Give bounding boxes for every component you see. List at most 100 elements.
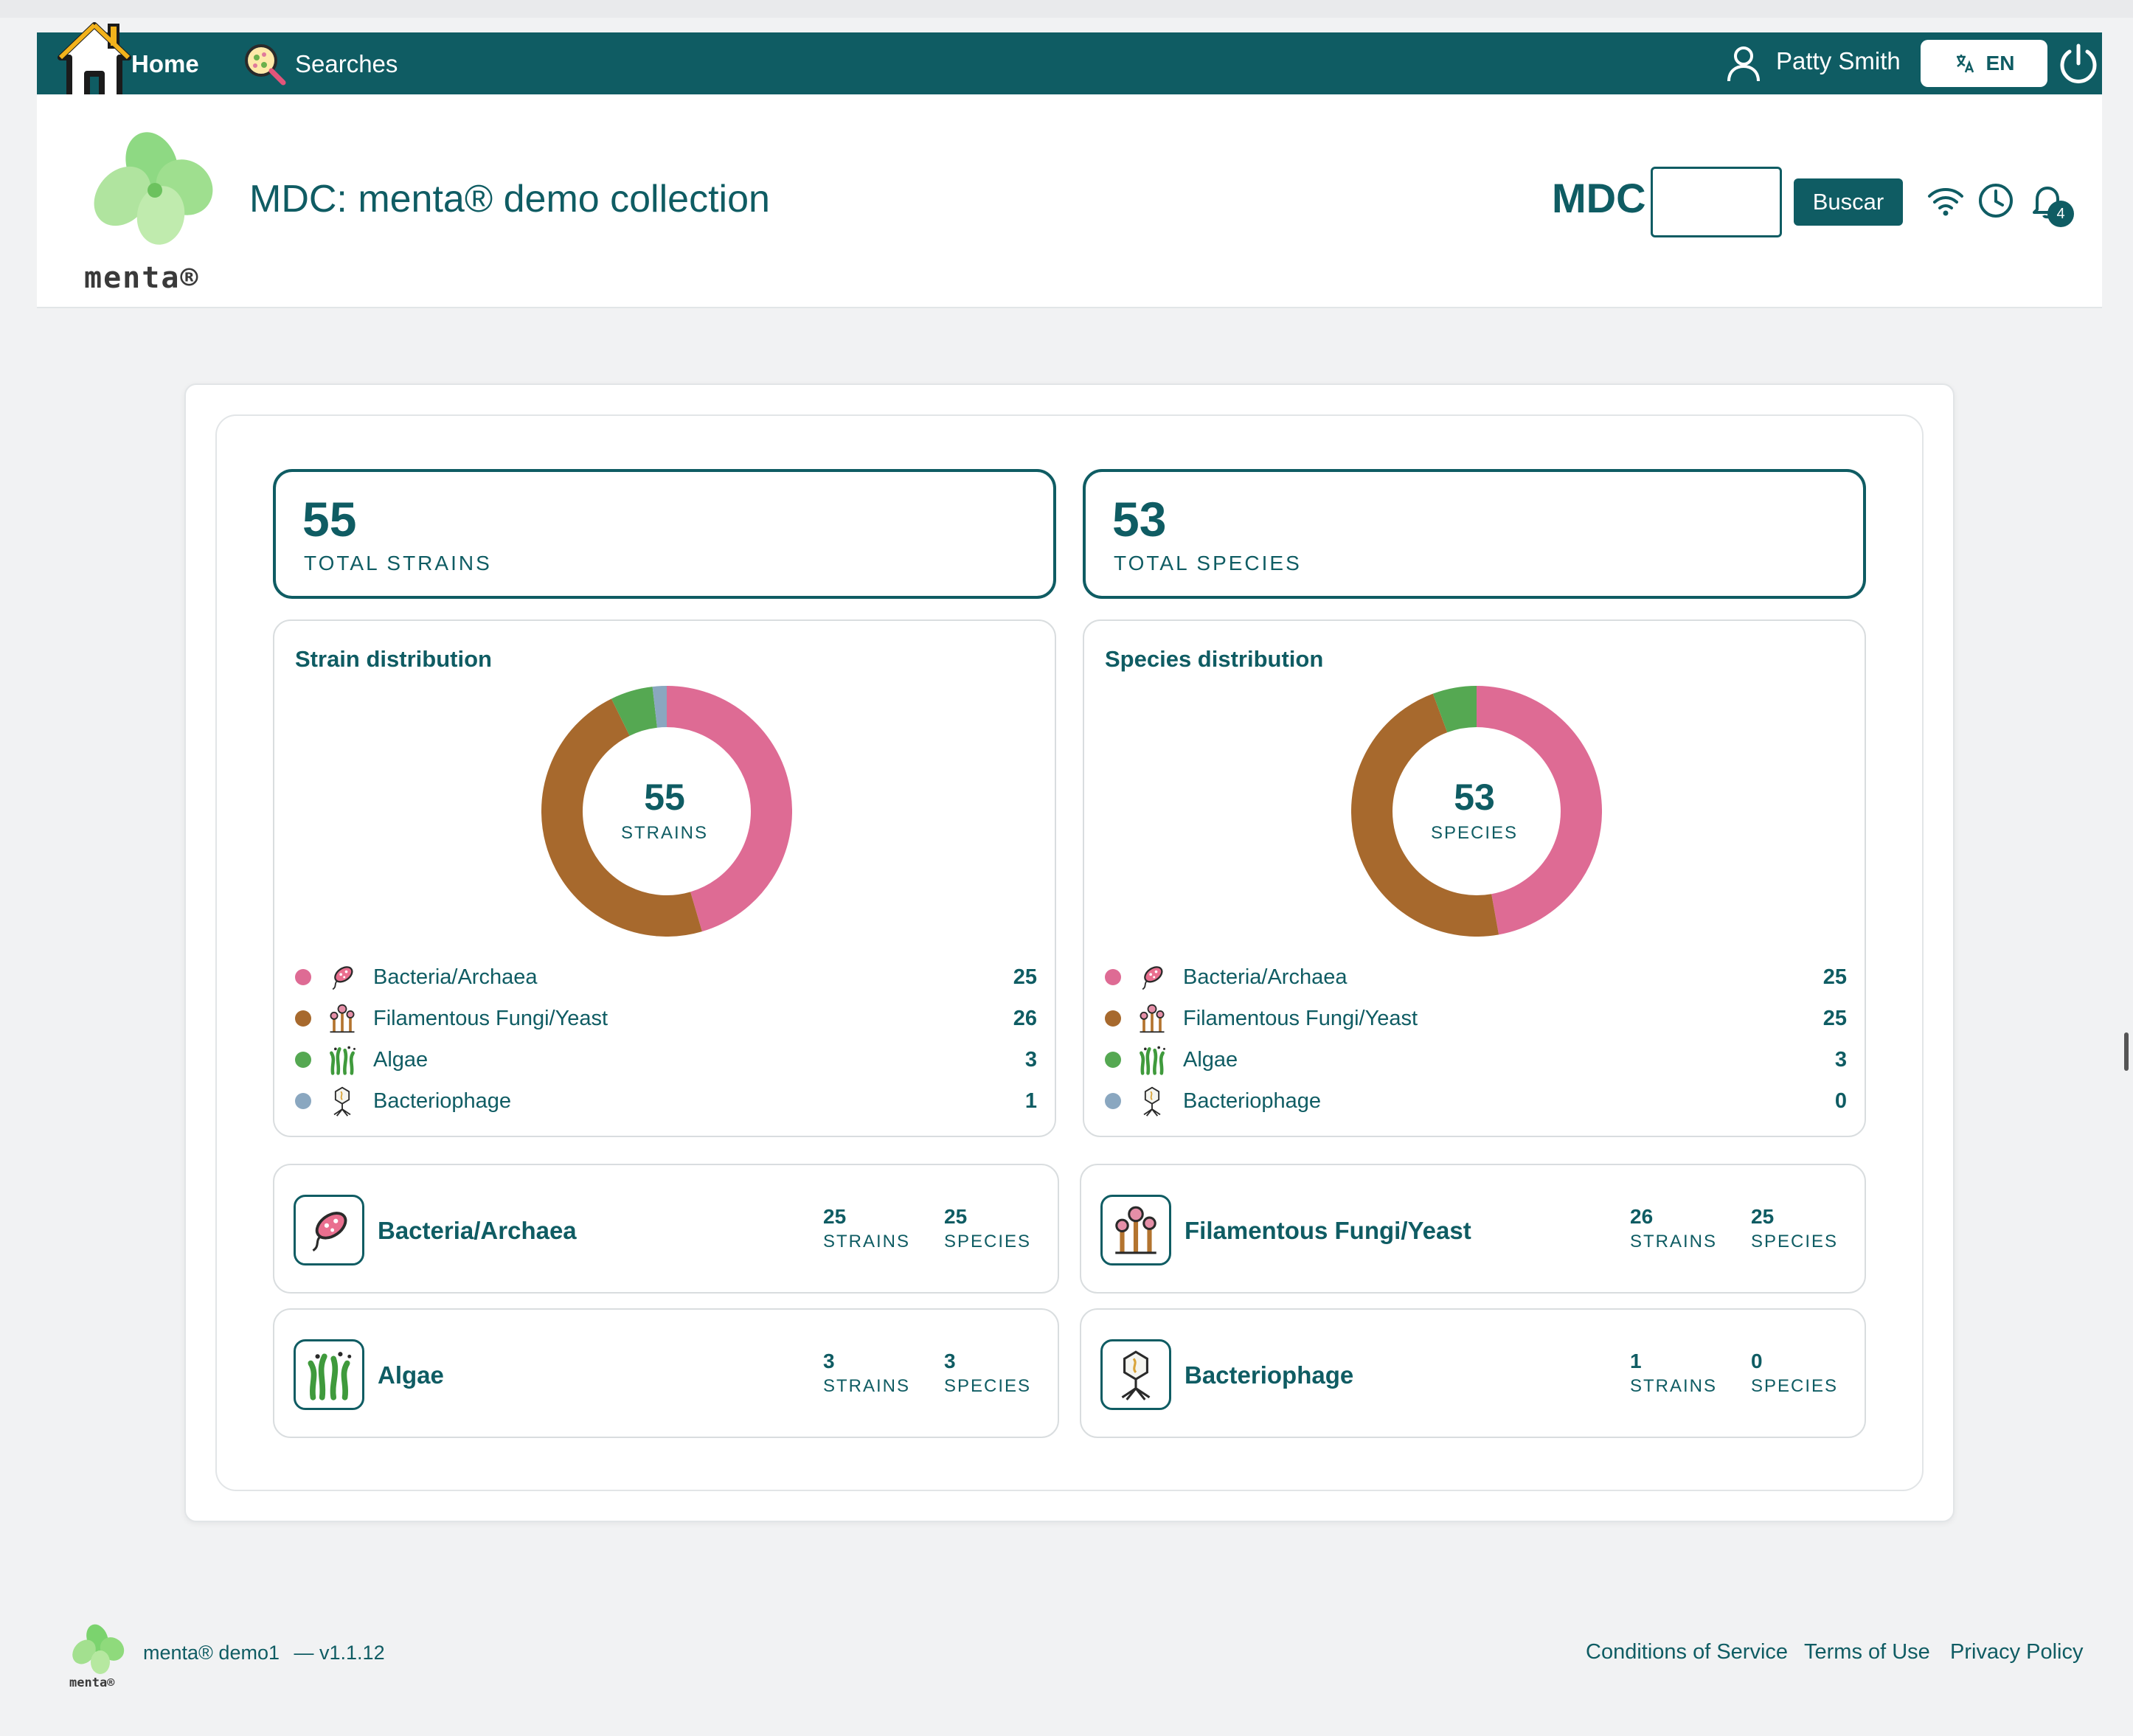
translate-icon — [1956, 55, 1974, 73]
language-selector[interactable]: EN — [1921, 40, 2047, 87]
strain-distribution-card: Strain distribution 55 STRAINS Bacteria/… — [273, 619, 1056, 1137]
legend-color-dot — [295, 1093, 311, 1109]
legend-label: Filamentous Fungi/Yeast — [373, 1006, 608, 1030]
legend-label: Algae — [373, 1047, 429, 1072]
legend-item: Bacteria/Archaea 25 — [1105, 960, 1847, 994]
buscar-button[interactable]: Buscar — [1794, 178, 1903, 226]
legend-color-dot — [1105, 969, 1121, 985]
category-strains-stat: 1 STRAINS — [1630, 1350, 1717, 1397]
category-species-label: SPECIES — [944, 1376, 1032, 1396]
species-donut-chart — [1351, 686, 1602, 937]
donut-segment-algae[interactable] — [611, 687, 658, 737]
bacteriophage-icon — [1143, 1086, 1161, 1117]
donut-segment-bacteriophage[interactable] — [652, 686, 667, 728]
user-name[interactable]: Patty Smith — [1776, 47, 1901, 74]
donut-segment-filamentous-fungi-yeast[interactable] — [541, 698, 702, 937]
footer-version-number: — v1.1.12 — [294, 1642, 385, 1664]
donut-hole — [1393, 728, 1560, 895]
legend-item: Algae 3 — [295, 1043, 1037, 1077]
category-strains-label: STRAINS — [1630, 1376, 1718, 1396]
category-name: Bacteriophage — [1185, 1361, 1354, 1389]
history-clock-icon[interactable] — [1975, 180, 2016, 221]
donut-segment-algae[interactable] — [1432, 686, 1477, 733]
category-strains-value: 26 — [1630, 1205, 1654, 1228]
category-strains-label: STRAINS — [823, 1232, 911, 1251]
nav-searches-link[interactable]: Searches — [295, 50, 398, 77]
bacteria-icon — [332, 966, 353, 990]
category-card-algae[interactable]: Algae 3 STRAINS 3 SPECIES — [273, 1308, 1059, 1438]
category-strains-stat: 3 STRAINS — [823, 1350, 910, 1397]
bacteria-icon — [1142, 966, 1163, 990]
donut-center-value: 53 — [1454, 777, 1495, 818]
distribution-title: Species distribution — [1105, 646, 1324, 672]
fungi-icon — [1100, 1195, 1171, 1265]
category-species-value: 0 — [1751, 1350, 1763, 1372]
donut-segment-bacteria-archaea[interactable] — [666, 686, 792, 932]
algae-icon — [294, 1339, 364, 1410]
category-card-bacteria[interactable]: Bacteria/Archaea 25 STRAINS 25 SPECIES — [273, 1164, 1059, 1294]
menta-logo — [94, 132, 213, 245]
scrollbar-handle[interactable] — [2124, 1032, 2129, 1071]
donut-center-label: STRAINS — [620, 823, 708, 843]
donut-segment-filamentous-fungi-yeast[interactable] — [1351, 693, 1499, 937]
language-label: EN — [1985, 52, 2015, 74]
legend-label: Bacteriophage — [373, 1089, 512, 1113]
user-icon[interactable] — [1723, 43, 1764, 84]
legend-color-dot — [1105, 1010, 1121, 1027]
footer-app-name: menta® demo1 — [143, 1642, 280, 1664]
strain-donut-chart — [541, 686, 792, 937]
category-card-fungi[interactable]: Filamentous Fungi/Yeast 26 STRAINS 25 SPECIE… — [1080, 1164, 1866, 1294]
total-strains-label: TOTAL STRAINS — [304, 552, 492, 574]
legend-color-dot — [295, 1052, 311, 1068]
power-icon[interactable] — [2055, 40, 2102, 87]
category-strains-stat: 26 STRAINS — [1630, 1205, 1717, 1252]
category-species-stat: 25 SPECIES — [944, 1205, 1031, 1252]
total-species-card: 53 TOTAL SPECIES — [1083, 469, 1866, 599]
category-name: Bacteria/Archaea — [378, 1217, 577, 1244]
collection-code: MDC — [1552, 175, 1646, 221]
privacy-policy-link[interactable]: Privacy Policy — [1950, 1640, 2084, 1664]
category-strains-label: STRAINS — [823, 1376, 911, 1396]
total-species-label: TOTAL SPECIES — [1114, 552, 1302, 574]
page-title: MDC: menta® demo collection — [249, 178, 770, 221]
legend-value: 0 — [1834, 1089, 1847, 1113]
terms-of-use-link[interactable]: Terms of Use — [1804, 1640, 1930, 1664]
category-strains-value: 1 — [1630, 1350, 1642, 1372]
donut-center-label: SPECIES — [1430, 823, 1519, 843]
donut-segment-bacteria-archaea[interactable] — [1476, 686, 1602, 935]
legend-item: Filamentous Fungi/Yeast 26 — [295, 1001, 1037, 1035]
legend-item: Bacteriophage 0 — [1105, 1084, 1847, 1118]
legend-item: Algae 3 — [1105, 1043, 1847, 1077]
category-species-label: SPECIES — [1751, 1232, 1839, 1251]
home-icon[interactable] — [56, 21, 133, 103]
footer-logo-wordmark: menta® — [69, 1676, 115, 1690]
category-strains-label: STRAINS — [1630, 1232, 1718, 1251]
microbe-search-icon[interactable] — [242, 41, 288, 87]
window-top-strip — [0, 0, 2133, 18]
category-species-stat: 0 SPECIES — [1751, 1350, 1838, 1397]
legend-label: Bacteria/Archaea — [373, 965, 538, 989]
legend-item: Bacteriophage 1 — [295, 1084, 1037, 1118]
legend-color-dot — [295, 1010, 311, 1027]
category-species-label: SPECIES — [1751, 1376, 1839, 1396]
conditions-of-service-link[interactable]: Conditions of Service — [1586, 1640, 1789, 1664]
category-species-label: SPECIES — [944, 1232, 1032, 1251]
nav-home-link[interactable]: Home — [131, 50, 199, 77]
distribution-title: Strain distribution — [295, 646, 492, 672]
fungi-icon — [330, 1004, 355, 1033]
legend-value: 25 — [1822, 965, 1847, 989]
category-strains-stat: 25 STRAINS — [823, 1205, 910, 1252]
legend-label: Bacteria/Archaea — [1183, 965, 1348, 989]
notification-badge: 4 — [2047, 201, 2074, 227]
species-distribution-card: Species distribution 53 SPECIES Bacteria… — [1083, 619, 1866, 1137]
category-species-stat: 25 SPECIES — [1751, 1205, 1838, 1252]
legend-color-dot — [295, 969, 311, 985]
total-strains-value: 55 — [302, 492, 357, 546]
total-strains-card: 55 TOTAL STRAINS — [273, 469, 1056, 599]
category-strains-value: 3 — [823, 1350, 835, 1372]
category-card-bacteriophage[interactable]: Bacteriophage 1 STRAINS 0 SPECIES — [1080, 1308, 1866, 1438]
category-species-value: 25 — [1751, 1205, 1775, 1228]
legend-label: Filamentous Fungi/Yeast — [1183, 1006, 1418, 1030]
accession-search-input[interactable] — [1651, 167, 1782, 237]
wifi-icon[interactable] — [1925, 180, 1966, 221]
